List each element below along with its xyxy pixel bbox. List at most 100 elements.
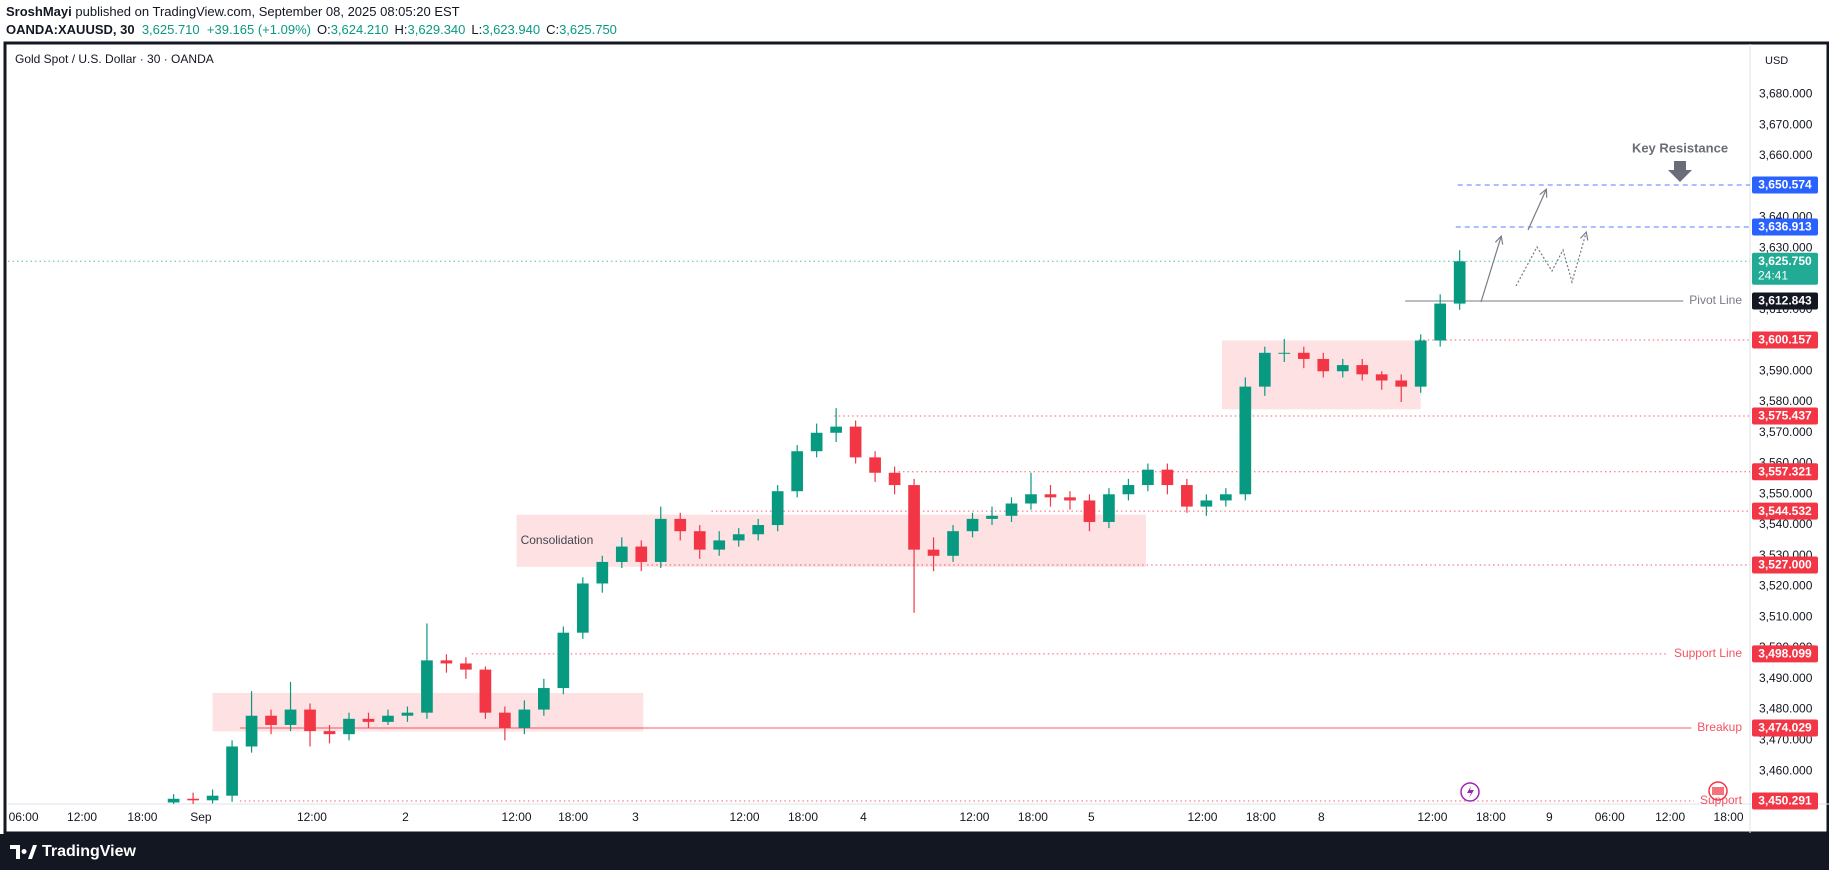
candle-body bbox=[226, 746, 238, 796]
price-tag-label: 3,575.437 bbox=[1758, 409, 1812, 423]
candle-body bbox=[1005, 503, 1018, 516]
candle-body bbox=[888, 472, 901, 486]
candle-body bbox=[284, 709, 297, 725]
y-tick-label: 3,460.000 bbox=[1759, 763, 1813, 777]
zone-label: Consolidation bbox=[521, 533, 594, 547]
ohlc: O:3,624.210 H:3,629.340 L:3,623.940 C:3,625… bbox=[311, 22, 617, 37]
candle-body bbox=[499, 712, 511, 729]
price-tag bbox=[1752, 719, 1818, 737]
candle-body bbox=[1356, 365, 1369, 375]
x-tick-label: 18:00 bbox=[558, 810, 588, 824]
annotation: Key Resistance bbox=[1632, 140, 1728, 155]
x-tick-label: 18:00 bbox=[127, 810, 157, 824]
event-icon-glyph bbox=[1467, 786, 1474, 798]
candle-body bbox=[791, 451, 804, 492]
zone bbox=[516, 514, 1146, 567]
y-tick-label: 3,670.000 bbox=[1759, 117, 1813, 131]
candle-body bbox=[732, 534, 745, 541]
candle-body bbox=[927, 549, 940, 556]
candle-body bbox=[908, 485, 920, 550]
footer-bar bbox=[0, 834, 1829, 870]
candle-body bbox=[966, 518, 979, 532]
candle-body bbox=[1278, 352, 1291, 354]
candle-body bbox=[771, 491, 784, 526]
price-tag bbox=[1752, 463, 1818, 481]
x-tick-label: 12:00 bbox=[297, 810, 327, 824]
candle-body bbox=[362, 718, 375, 722]
price-tag-label: 3,527.000 bbox=[1758, 558, 1812, 572]
y-tick-label: 3,630.000 bbox=[1759, 240, 1813, 254]
x-tick-label: Sep bbox=[190, 810, 212, 824]
x-tick-label: 9 bbox=[1546, 810, 1553, 824]
y-tick-label: 3,520.000 bbox=[1759, 579, 1813, 593]
level-name: Breakup bbox=[1697, 720, 1742, 734]
candle-body bbox=[654, 518, 667, 562]
y-tick-label: 3,550.000 bbox=[1759, 486, 1813, 500]
candle-body bbox=[1453, 261, 1466, 304]
price-tag-label: 3,557.321 bbox=[1758, 464, 1812, 478]
candle-body bbox=[947, 531, 959, 556]
candle-body bbox=[1025, 494, 1037, 504]
candle-body bbox=[693, 531, 706, 550]
candle-body bbox=[752, 525, 765, 535]
x-tick-label: 4 bbox=[860, 810, 867, 824]
header: SroshMayi published on TradingView.com, … bbox=[6, 3, 617, 39]
candle-body bbox=[674, 518, 687, 532]
candle-body bbox=[479, 669, 492, 713]
published: published on TradingView.com, September … bbox=[75, 4, 460, 19]
candle-body bbox=[576, 583, 589, 633]
x-tick-label: 12:00 bbox=[502, 810, 532, 824]
ohlc-key: O: bbox=[316, 22, 331, 37]
price-tag bbox=[1752, 331, 1818, 349]
x-tick-label: 5 bbox=[1088, 810, 1095, 824]
candle-body bbox=[1336, 365, 1349, 372]
x-tick-label: 06:00 bbox=[9, 810, 39, 824]
candle-body bbox=[596, 561, 609, 584]
price-tag-label: 3,625.750 bbox=[1758, 254, 1812, 268]
x-tick-label: 12:00 bbox=[1417, 810, 1447, 824]
candle-body bbox=[713, 540, 726, 550]
price-tag-label: 3,636.913 bbox=[1758, 220, 1812, 234]
candle-body bbox=[245, 715, 258, 747]
candle-body bbox=[304, 709, 316, 732]
candle-body bbox=[1200, 500, 1213, 507]
y-tick-label: 3,480.000 bbox=[1759, 702, 1813, 716]
ohlc-key: L: bbox=[471, 22, 483, 37]
candle-body bbox=[1044, 494, 1057, 498]
plot: Consolidation bbox=[8, 184, 1750, 804]
price-tag bbox=[1752, 176, 1818, 194]
candle-body bbox=[810, 432, 823, 452]
candle-body bbox=[1375, 374, 1388, 381]
candle-body bbox=[401, 712, 414, 716]
candle-body bbox=[382, 715, 394, 722]
candle-body bbox=[187, 798, 199, 801]
candle-body bbox=[538, 688, 550, 710]
ohlc-value: 3,623.940 bbox=[482, 22, 541, 37]
level-name: Support Line bbox=[1674, 646, 1742, 660]
price-tag-label: 3,600.157 bbox=[1758, 333, 1812, 347]
candle-body bbox=[421, 660, 433, 713]
ohlc-value: 3,624.210 bbox=[330, 22, 389, 37]
publish-line: SroshMayi published on TradingView.com, … bbox=[6, 3, 617, 21]
price-tag bbox=[1752, 502, 1818, 520]
x-tick-label: 2 bbox=[402, 810, 409, 824]
price-tag bbox=[1752, 556, 1818, 574]
y-tick-label: 3,580.000 bbox=[1759, 394, 1813, 408]
candle-body bbox=[1239, 386, 1252, 495]
x-tick-label: 06:00 bbox=[1595, 810, 1625, 824]
quote-line: OANDA:XAUUSD, 30 3,625.710 +39.165 (+1.0… bbox=[6, 21, 617, 39]
flag-glyph bbox=[1712, 787, 1724, 795]
chart-title: Gold Spot / U.S. Dollar · 30 · OANDA bbox=[15, 52, 214, 66]
price-tag bbox=[1752, 292, 1818, 310]
price-tag-label: 3,544.532 bbox=[1758, 504, 1812, 518]
price-tag-label: 3,498.099 bbox=[1758, 647, 1812, 661]
brand: TradingView bbox=[42, 843, 137, 860]
candle-body bbox=[830, 426, 842, 433]
x-tick-label: 12:00 bbox=[730, 810, 760, 824]
candle-body bbox=[1297, 352, 1310, 359]
candle-body bbox=[1161, 469, 1174, 486]
candle-body bbox=[849, 426, 862, 458]
candle-body bbox=[1395, 380, 1408, 387]
x-tick-label: 12:00 bbox=[67, 810, 97, 824]
